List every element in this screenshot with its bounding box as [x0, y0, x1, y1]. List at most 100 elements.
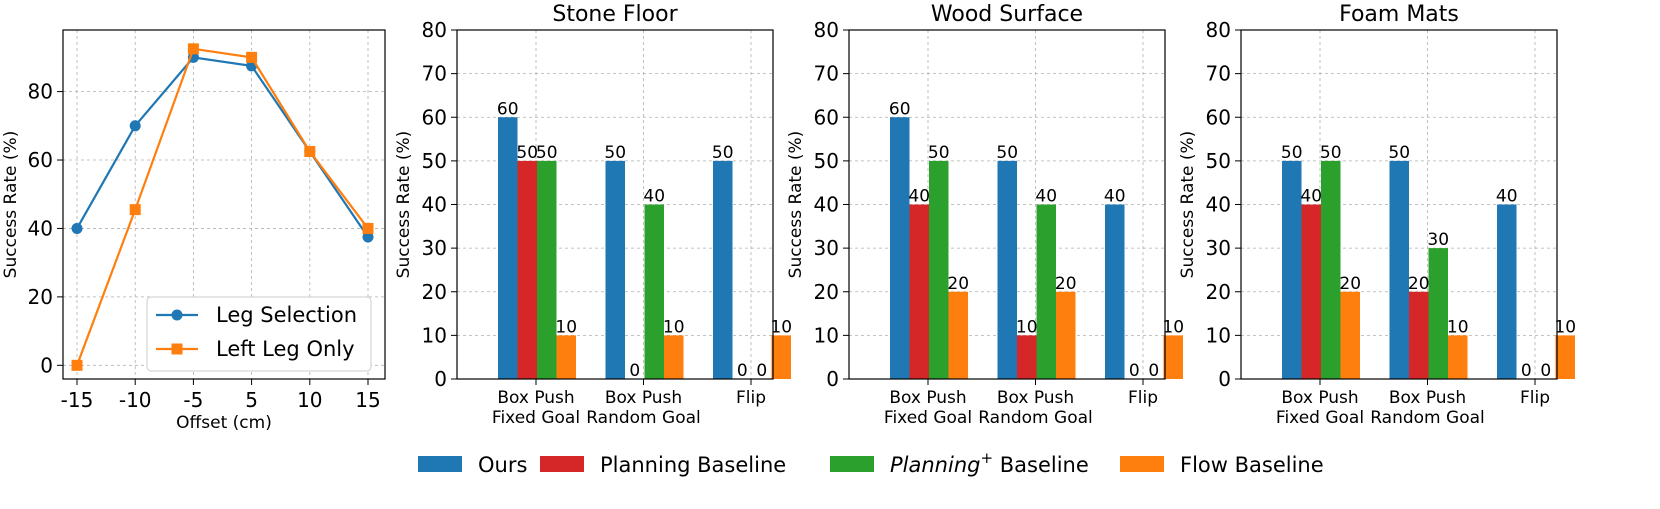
bar-value-label: 10 [1447, 317, 1469, 337]
y-tick-label: 70 [422, 62, 447, 86]
bar-value-label: 0 [737, 361, 748, 381]
plot-frame [456, 29, 774, 380]
y-tick-label: 20 [28, 285, 53, 309]
bar-value-label: 20 [1339, 274, 1361, 294]
bar [1036, 204, 1056, 379]
x-tick-label: -15 [61, 388, 94, 412]
y-tick-label: 30 [1206, 236, 1231, 260]
legend-marker [171, 343, 183, 355]
bar [537, 160, 557, 379]
legend-label: Leg Selection [216, 303, 357, 327]
legend-swatch [1120, 456, 1164, 472]
legend-label: Ours [478, 453, 527, 477]
x-tick-label: Box Push [497, 388, 574, 408]
y-tick-label: 10 [814, 323, 839, 347]
x-tick-label: Box Push [1281, 388, 1358, 408]
legend-swatch [540, 456, 584, 472]
y-tick-label: 80 [814, 18, 839, 42]
line-legend: Leg Selection Left Leg Only [146, 296, 372, 372]
plot-frame [62, 29, 386, 380]
x-tick-label: Fixed Goal [884, 408, 972, 428]
data-point [129, 204, 141, 216]
x-tick-label: Flip [736, 388, 766, 408]
bar-value-label: 0 [1521, 361, 1532, 381]
bar-value-label: 0 [1148, 361, 1159, 381]
bar-value-label: 0 [756, 361, 767, 381]
y-tick-label: 80 [28, 80, 53, 104]
legend-swatch [830, 456, 874, 472]
bar-value-label: 50 [516, 143, 538, 163]
bar [644, 204, 664, 379]
x-tick-label: Box Push [605, 388, 682, 408]
series-line-leg-selection [76, 56, 369, 238]
x-tick-label: Flip [1520, 388, 1550, 408]
bar [1340, 291, 1360, 379]
bar-value-label: 40 [1300, 187, 1322, 207]
x-axis-label: Offset (cm) [176, 413, 272, 433]
bar-value-label: 10 [1016, 317, 1038, 337]
bar-value-label: 10 [1162, 317, 1184, 337]
bar [890, 117, 910, 379]
y-tick-label: 0 [434, 367, 447, 391]
x-tick-label: -10 [119, 388, 152, 412]
bar-value-label: 40 [908, 187, 930, 207]
x-tick-label: 5 [245, 388, 258, 412]
bar [1448, 335, 1468, 379]
y-tick-label: 0 [1218, 367, 1231, 391]
x-tick-label: 15 [355, 388, 380, 412]
y-tick-label: 40 [1206, 193, 1231, 217]
bar-value-label: 20 [947, 274, 969, 294]
bar [1301, 204, 1321, 379]
x-tick-label: Box Push [889, 388, 966, 408]
series-line-left-leg-only [75, 47, 369, 366]
y-tick-label: 60 [814, 105, 839, 129]
chart-title: Foam Mats [1339, 2, 1459, 27]
bar [771, 335, 791, 379]
bar-value-label: 40 [1104, 187, 1126, 207]
x-tick-label: Box Push [997, 388, 1074, 408]
x-tick-label: 10 [297, 388, 322, 412]
bar-value-label: 60 [889, 99, 911, 119]
x-tick-label: Box Push [1389, 388, 1466, 408]
bar-value-label: 40 [1496, 187, 1518, 207]
y-axis-label: Success Rate (%) [1178, 131, 1198, 279]
bar [1497, 204, 1517, 379]
bar-value-label: 40 [643, 187, 665, 207]
bar [948, 291, 968, 379]
y-tick-label: 70 [814, 62, 839, 86]
y-tick-label: 70 [1206, 62, 1231, 86]
legend-label-italic: Planning [890, 453, 980, 477]
bar-value-label: 0 [1129, 361, 1140, 381]
y-tick-label: 30 [814, 236, 839, 260]
chart-title: Stone Floor [552, 2, 678, 27]
plot-frame [1240, 29, 1558, 380]
x-tick-label: Random Goal [586, 408, 701, 428]
x-tick-label: Fixed Goal [1276, 408, 1364, 428]
data-point [71, 222, 83, 234]
bar-value-label: 50 [996, 143, 1018, 163]
legend-label: Flow Baseline [1180, 453, 1324, 477]
y-tick-label: 0 [40, 353, 53, 377]
bar-value-label: 10 [770, 317, 792, 337]
y-tick-label: 20 [422, 280, 447, 304]
bar [929, 160, 949, 379]
data-point [129, 120, 141, 132]
x-tick-label: Flip [1128, 388, 1158, 408]
y-tick-label: 0 [826, 367, 839, 391]
data-point [71, 359, 83, 371]
x-tick-label: Random Goal [978, 408, 1093, 428]
bar [1389, 160, 1409, 379]
bar-value-label: 50 [1281, 143, 1303, 163]
y-tick-label: 40 [814, 193, 839, 217]
y-axis-label: Success Rate (%) [394, 131, 414, 279]
bar-value-label: 0 [629, 361, 640, 381]
y-tick-label: 80 [1206, 18, 1231, 42]
bar-value-label: 50 [604, 143, 626, 163]
plot-frame [848, 29, 1166, 380]
x-tick-label: -5 [183, 388, 203, 412]
y-tick-label: 10 [1206, 323, 1231, 347]
y-tick-label: 50 [814, 149, 839, 173]
legend-label: Planning Baseline [600, 453, 786, 477]
